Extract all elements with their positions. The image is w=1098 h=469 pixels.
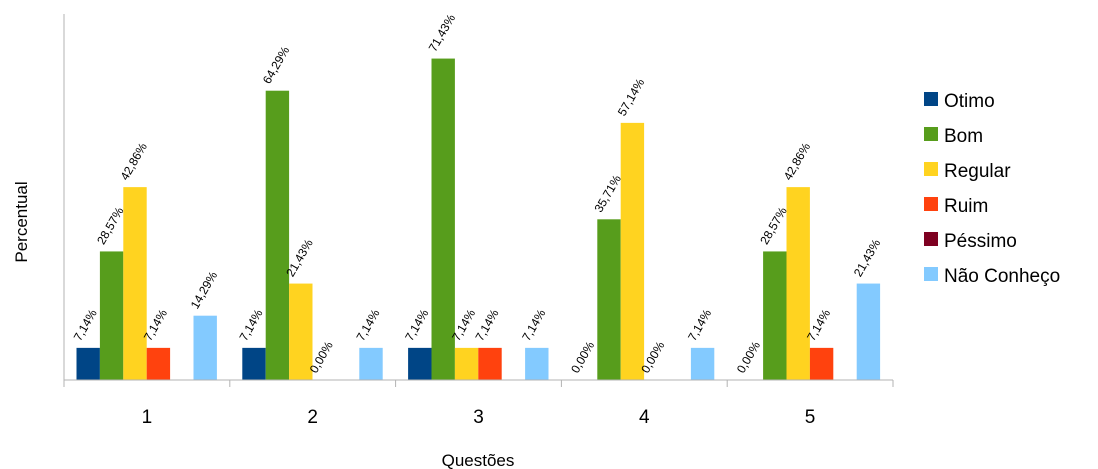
bar-nao-conheco-4 [690, 347, 715, 380]
data-label-nao-conheco-3: 7,14% [519, 307, 548, 344]
data-label-regular-4: 57,14% [615, 76, 648, 119]
bar-nao-conheco-1 [193, 315, 217, 380]
legend-label-pessimo: Péssimo [944, 231, 1017, 252]
bar-regular-3 [454, 347, 479, 380]
data-label-nao-conheco-1: 14,29% [188, 269, 221, 312]
x-tick-label-5: 5 [805, 407, 816, 428]
data-label-bom-5: 28,57% [757, 204, 790, 247]
legend-swatch-pessimo [924, 232, 938, 246]
bar-bom-5 [763, 251, 787, 380]
data-label-nao-conheco-4: 7,14% [685, 307, 714, 344]
legend-label-ruim: Ruim [944, 196, 988, 217]
bar-bom-3 [431, 58, 455, 380]
x-axis-title: Questões [442, 451, 515, 469]
data-label-bom-3: 71,43% [426, 12, 459, 55]
data-label-bom-2: 64,29% [260, 44, 293, 87]
bar-ruim-5 [809, 347, 834, 380]
x-tick-label-2: 2 [307, 407, 318, 428]
bar-nao-conheco-3 [525, 347, 549, 380]
bar-bom-2 [265, 90, 290, 380]
bar-nao-conheco-5 [856, 283, 881, 380]
data-label-extra-4-0: 0,00% [568, 339, 597, 376]
x-tick-label-4: 4 [639, 407, 650, 428]
legend-label-otimo: Otimo [944, 91, 995, 112]
data-label-regular-5: 42,86% [781, 140, 814, 183]
data-label-nao-conheco-5: 21,43% [851, 237, 884, 280]
bar-otimo-2 [242, 347, 266, 380]
legend-label-nao-conheco: Não Conheço [944, 266, 1060, 287]
bar-otimo-3 [408, 347, 432, 380]
data-labels: 7,14% 7,14% 7,14% 28,57% 64,29% 71,43% 35,71% 2… [71, 12, 884, 376]
bar-bom-4 [597, 219, 621, 380]
legend-swatch-nao-conheco [924, 267, 938, 281]
data-label-bom-4: 35,71% [591, 172, 624, 215]
legend-swatch-bom [924, 127, 938, 141]
legend: Otimo Bom Regular Ruim Péssimo Não Conheço [924, 91, 1060, 287]
data-label-bom-1: 28,57% [94, 204, 127, 247]
bar-nao-conheco-2 [359, 347, 383, 380]
bar-regular-4 [620, 122, 645, 381]
bar-regular-5 [786, 187, 810, 380]
x-tick-label-3: 3 [473, 407, 484, 428]
x-axis: 1 2 3 4 5 [63, 14, 894, 428]
legend-swatch-regular [924, 162, 938, 176]
legend-swatch-otimo [924, 92, 938, 106]
bar-bom-1 [99, 251, 124, 380]
bar-ruim-1 [146, 347, 171, 380]
y-axis-title: Percentual [12, 181, 31, 262]
bar-otimo-1 [76, 347, 100, 380]
x-tick-label-1: 1 [142, 407, 153, 428]
data-label-extra-5-0: 0,00% [734, 339, 763, 376]
data-label-nao-conheco-2: 7,14% [353, 307, 382, 344]
data-label-otimo-3: 7,14% [402, 307, 431, 344]
plot-area [76, 58, 881, 381]
data-label-otimo-2: 7,14% [236, 307, 265, 344]
legend-swatch-ruim [924, 197, 938, 211]
data-label-regular-1: 42,86% [117, 140, 150, 183]
bar-ruim-3 [478, 347, 502, 380]
legend-label-regular: Regular [944, 161, 1011, 182]
legend-label-bom: Bom [944, 126, 983, 147]
bar-regular-1 [123, 187, 147, 380]
bar-regular-2 [289, 283, 313, 380]
data-label-ruim-3: 7,14% [472, 307, 501, 344]
data-label-otimo-1: 7,14% [71, 307, 100, 344]
